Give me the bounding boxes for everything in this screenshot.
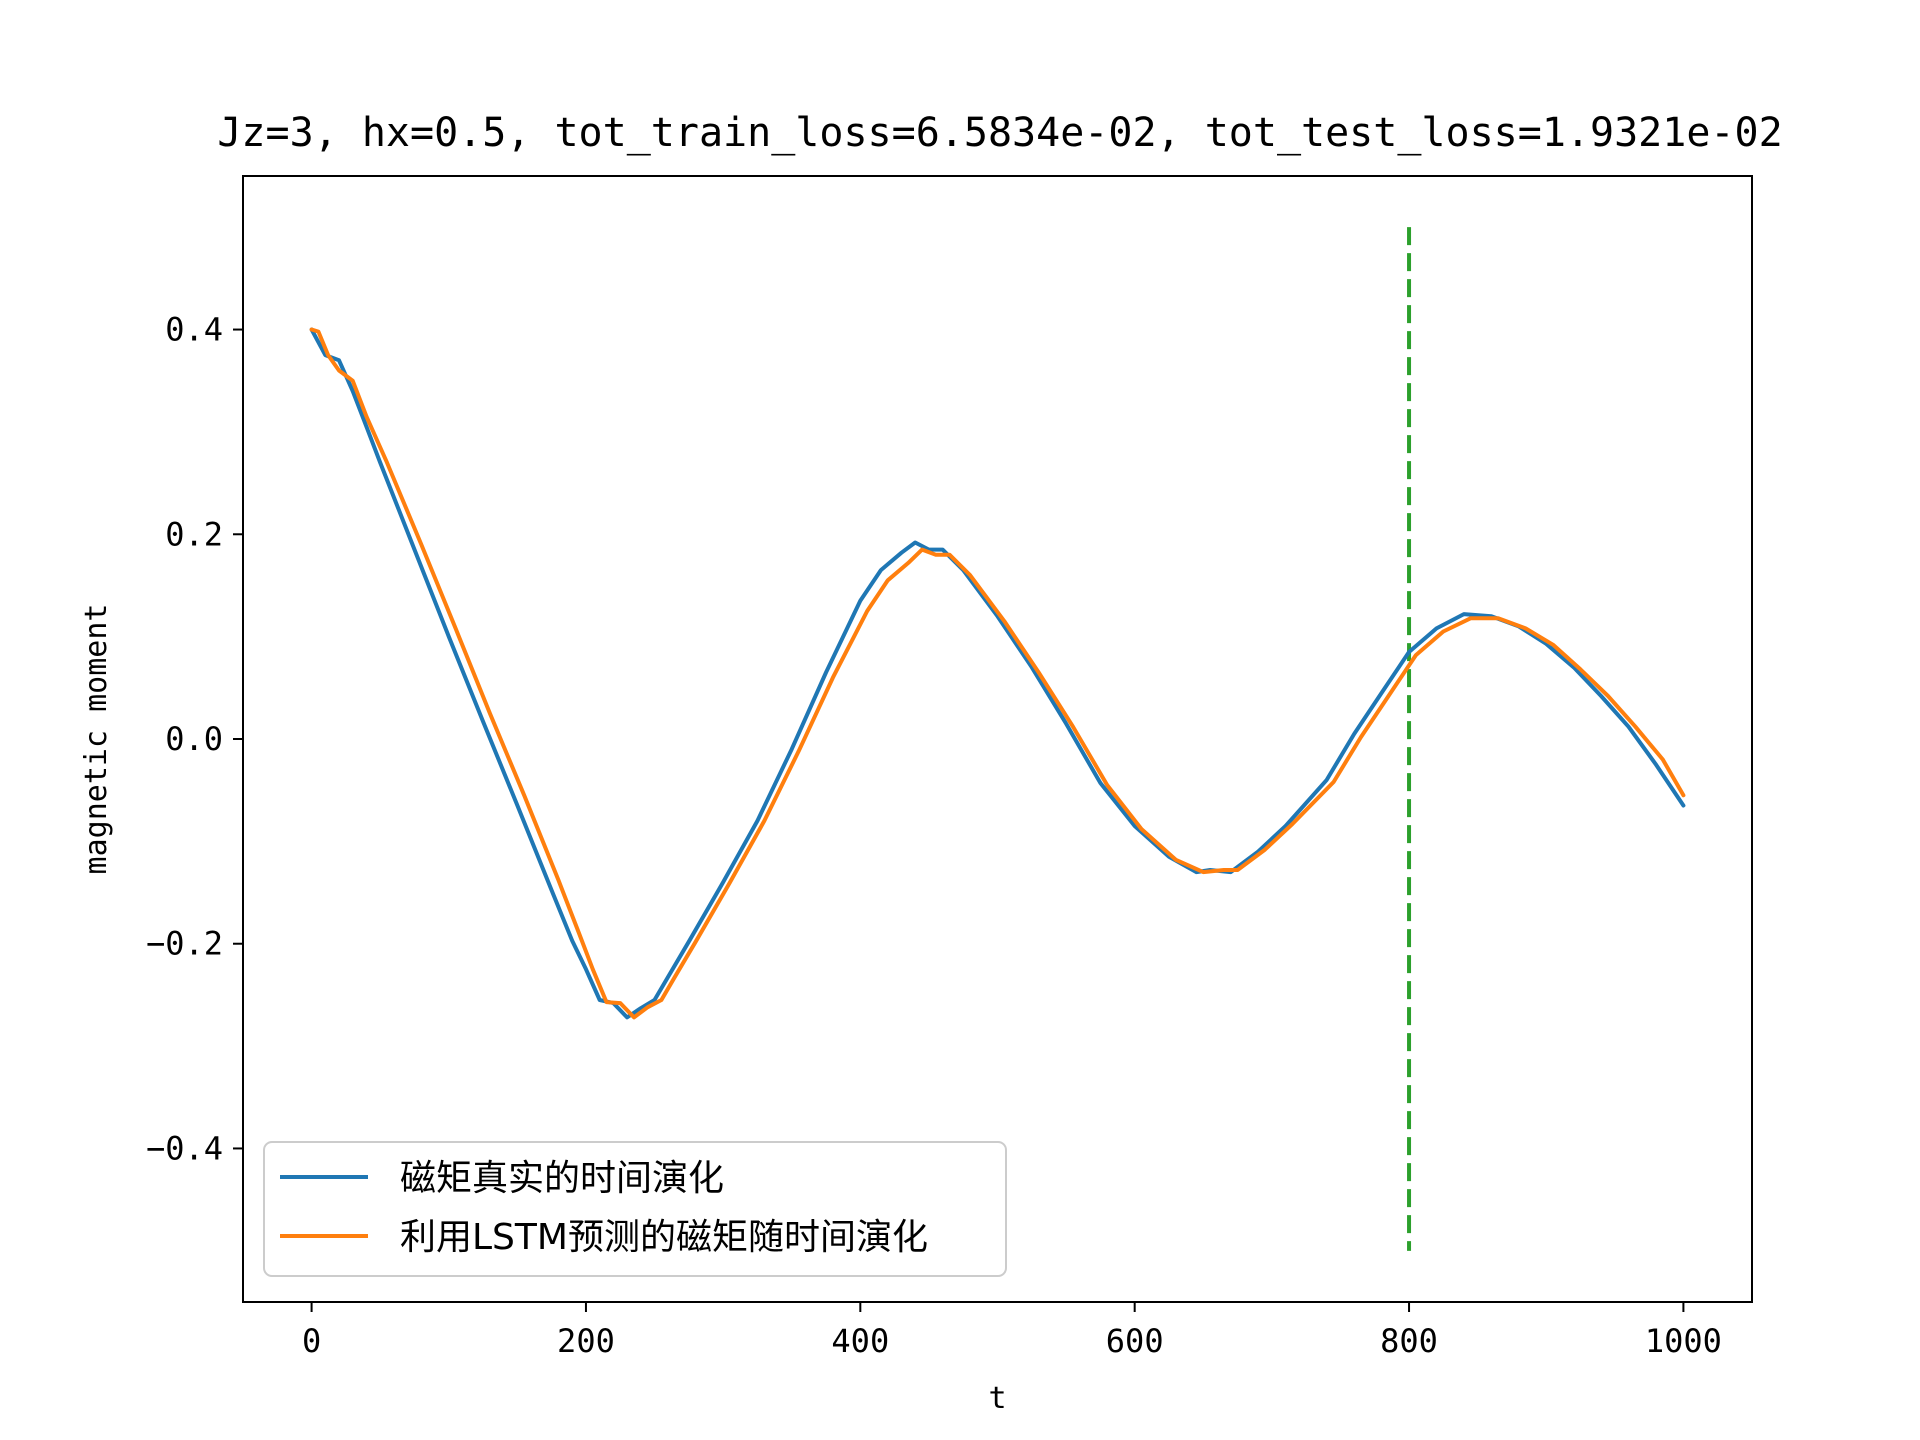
- y-axis-label: magnetic moment: [79, 604, 114, 875]
- x-axis: 0 200 400 600 800 1000: [302, 1302, 1722, 1360]
- x-axis-label: t: [988, 1381, 1006, 1416]
- plot-area: [309, 227, 1686, 1251]
- plot-frame: [242, 175, 1753, 1303]
- legend-label-2: 利用LSTM预测的磁矩随时间演化: [400, 1217, 928, 1258]
- legend-box: [263, 1141, 1007, 1277]
- legend-label-1: 磁矩真实的时间演化: [400, 1158, 724, 1199]
- series-line-2: [309, 327, 1686, 1020]
- y-tick-label: −0.2: [146, 925, 223, 963]
- y-tick-label: −0.4: [146, 1129, 223, 1167]
- series-line-1: [309, 327, 1686, 1020]
- x-tick-label: 0: [302, 1322, 321, 1360]
- x-tick-label: 1000: [1645, 1322, 1722, 1360]
- x-tick-label: 600: [1106, 1322, 1164, 1360]
- chart-title: Jz=3, hx=0.5, tot_train_loss=6.5834e-02,…: [217, 110, 1782, 156]
- y-axis: −0.4 −0.2 0.0 0.2 0.4: [146, 311, 243, 1167]
- y-tick-label: 0.2: [165, 515, 223, 553]
- y-tick-label: 0.0: [165, 720, 223, 758]
- x-tick-label: 800: [1380, 1322, 1438, 1360]
- y-tick-label: 0.4: [165, 311, 223, 349]
- x-tick-label: 400: [831, 1322, 889, 1360]
- x-tick-label: 200: [557, 1322, 615, 1360]
